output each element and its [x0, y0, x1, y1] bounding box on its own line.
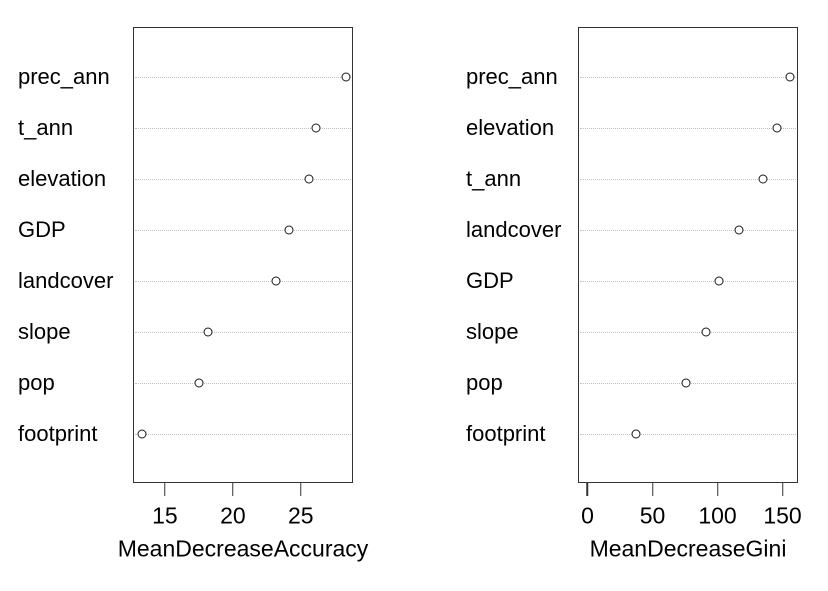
x-axis-tick-mark — [164, 483, 166, 496]
gridline — [580, 229, 796, 231]
row-label-slope: slope — [466, 318, 519, 344]
gridline — [580, 77, 796, 78]
x-axis-tick-mark — [651, 483, 654, 496]
data-point-GDP — [284, 225, 294, 235]
data-point-t_ann — [758, 174, 768, 184]
gridline — [580, 280, 796, 282]
x-axis-tick-label: 100 — [698, 502, 737, 529]
data-point-footprint — [137, 429, 147, 438]
plot-box — [578, 27, 798, 483]
plot-box — [133, 27, 353, 483]
gridline — [580, 433, 796, 435]
row-label-t_ann: t_ann — [18, 114, 74, 140]
data-point-footprint — [631, 429, 641, 438]
x-axis-tick-label: 0 — [581, 502, 594, 529]
x-axis-tick-mark — [232, 483, 234, 496]
gridline — [580, 178, 796, 180]
row-label-elevation: elevation — [466, 114, 555, 140]
row-label-footprint: footprint — [466, 420, 546, 446]
row-label-landcover: landcover — [466, 216, 562, 242]
x-axis-tick-label: 25 — [288, 502, 314, 529]
x-axis-tick-label: 15 — [152, 502, 178, 529]
data-point-GDP — [714, 276, 724, 286]
row-label-footprint: footprint — [18, 420, 98, 446]
gridline — [135, 382, 351, 384]
row-label-GDP: GDP — [466, 267, 514, 293]
x-axis-tick-mark — [781, 483, 784, 496]
data-point-prec_ann — [341, 72, 351, 82]
data-point-elevation — [304, 174, 314, 184]
data-point-landcover — [271, 276, 281, 286]
row-label-pop: pop — [18, 369, 55, 395]
data-point-slope — [203, 327, 213, 337]
gridline — [580, 127, 796, 129]
gridline — [135, 433, 351, 435]
x-axis-title-gini: MeanDecreaseGini — [589, 535, 787, 562]
data-point-t_ann — [311, 123, 321, 133]
gridline — [135, 331, 351, 333]
row-label-prec_ann: prec_ann — [18, 64, 110, 89]
gridline — [580, 331, 796, 333]
data-point-elevation — [772, 123, 782, 133]
gridline — [135, 229, 351, 231]
x-axis-tick-mark — [716, 483, 719, 496]
row-label-t_ann: t_ann — [466, 165, 522, 191]
data-point-slope — [701, 327, 711, 337]
row-label-GDP: GDP — [18, 216, 66, 242]
x-axis-tick-label: 20 — [220, 502, 246, 529]
x-axis-tick-mark — [300, 483, 302, 496]
row-label-landcover: landcover — [18, 267, 114, 293]
gridline — [135, 280, 351, 282]
row-label-elevation: elevation — [18, 165, 107, 191]
gridline — [135, 178, 351, 180]
data-point-prec_ann — [785, 72, 795, 82]
x-axis-tick-mark — [586, 483, 589, 496]
data-point-landcover — [734, 225, 744, 235]
gridline — [135, 77, 351, 78]
row-label-prec_ann: prec_ann — [466, 64, 558, 89]
row-label-slope: slope — [18, 318, 71, 344]
row-label-pop: pop — [466, 369, 503, 395]
gridline — [135, 127, 351, 129]
x-axis-title-accuracy: MeanDecreaseAccuracy — [117, 535, 369, 562]
x-axis-tick-label: 50 — [639, 502, 666, 529]
data-point-pop — [681, 378, 691, 388]
data-point-pop — [194, 378, 204, 388]
x-axis-tick-label: 150 — [763, 502, 802, 529]
